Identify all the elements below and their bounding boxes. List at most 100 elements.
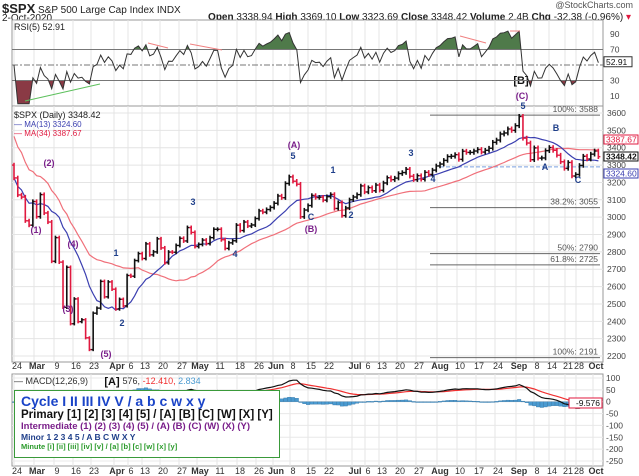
macd-histogram-bar <box>460 400 465 402</box>
price-bar <box>302 207 307 219</box>
x-tick-label: Aug <box>431 361 449 371</box>
x-tick-label: 17 <box>474 466 484 476</box>
macd-histogram-bar <box>415 401 420 403</box>
macd-histogram-bar <box>336 401 341 406</box>
down-triangle-icon: ▾ <box>625 12 631 23</box>
x-tick-label: 26 <box>254 466 264 476</box>
x-tick-label: 20 <box>158 361 168 371</box>
volume-value: 2.4B <box>508 12 529 23</box>
macd-histogram-bar <box>517 399 522 402</box>
macd-histogram-bar <box>411 401 416 403</box>
elliott-wave-legend: Cycle I II III IV V / a b c w x y Primar… <box>14 390 280 458</box>
rsi-tag-box <box>603 56 633 68</box>
price-bar <box>215 227 220 232</box>
macd-histogram-bar <box>536 401 540 408</box>
price-bar <box>294 178 299 187</box>
price-bar <box>536 145 541 161</box>
macd-histogram-bar <box>302 401 307 404</box>
x-tick-label: 27 <box>414 466 424 476</box>
price-bar <box>351 194 356 202</box>
price-bar <box>362 183 367 195</box>
macd-tick-label: -100 <box>606 420 623 430</box>
x-tick-label: 24 <box>12 466 22 476</box>
ma34-tag-box <box>603 134 639 145</box>
x-tick-label: 6 <box>128 361 133 371</box>
price-bar <box>404 166 409 175</box>
wave-label: (5) <box>101 349 112 359</box>
price-bar <box>411 173 416 182</box>
price-bar <box>366 185 371 195</box>
price-bar <box>494 137 499 145</box>
macd-histogram-bar <box>306 401 311 405</box>
price-bar <box>434 163 439 173</box>
price-bar <box>234 223 239 243</box>
price-bar <box>370 185 375 193</box>
open-label: Open <box>208 12 234 23</box>
price-bar <box>385 175 390 186</box>
x-tick-label: Apr <box>109 466 125 476</box>
price-bar <box>306 203 311 213</box>
price-bar <box>272 201 277 210</box>
price-bar <box>453 152 458 159</box>
price-bar <box>381 180 386 193</box>
price-bar <box>159 236 164 250</box>
price-bar <box>592 148 597 157</box>
price-bar <box>347 197 352 211</box>
macd-histogram-bar <box>358 401 363 403</box>
price-bar <box>355 192 360 200</box>
macd-histogram-bar <box>449 400 454 402</box>
price-bar <box>30 199 35 228</box>
macd-signal-value: -12.410, <box>143 376 179 386</box>
price-bar <box>475 147 480 154</box>
fib-label: 61.8%: 2725 <box>550 254 598 264</box>
price-bar <box>110 280 115 291</box>
price-bar <box>422 170 427 182</box>
price-bar <box>532 145 537 163</box>
wave-label: 3 <box>408 148 413 158</box>
x-tick-label: Jul <box>348 466 361 476</box>
x-tick-label: 27 <box>177 361 187 371</box>
chart-date: 2-Oct-2020 <box>2 13 53 24</box>
close-tag-box <box>603 151 639 162</box>
price-bar <box>91 311 96 352</box>
price-bar <box>87 336 92 352</box>
price-bar <box>298 181 303 219</box>
price-bar <box>585 153 590 162</box>
price-bar <box>400 170 405 176</box>
macd-histogram-bar <box>547 401 552 407</box>
index-name: S&P 500 Large Cap Index <box>38 5 155 16</box>
close-label: Close <box>400 12 429 23</box>
rsi-overbought-fill <box>14 31 599 50</box>
price-bar <box>324 194 329 203</box>
x-tick-label: Sep <box>511 361 528 371</box>
price-bar <box>76 297 81 324</box>
price-bar <box>49 219 54 264</box>
macd-tick-label: 50 <box>606 385 616 395</box>
price-bar <box>125 273 130 308</box>
macd-tick-label: -200 <box>606 444 623 454</box>
macd-histogram-bar <box>543 401 548 408</box>
macd-histogram-bar <box>464 400 469 402</box>
price-bar <box>392 175 397 182</box>
price-bar <box>253 216 258 228</box>
x-tick-label: 20 <box>395 466 405 476</box>
price-bar <box>268 205 273 212</box>
price-bar <box>502 130 507 137</box>
price-bar <box>170 250 175 255</box>
rsi-tag: 52.91 <box>606 57 628 67</box>
macd-histogram-bar <box>362 401 367 403</box>
x-tick-label: Aug <box>431 466 449 476</box>
price-bar <box>211 227 216 240</box>
price-bar <box>490 139 495 151</box>
price-bar <box>543 148 548 161</box>
price-legend-title: $SPX (Daily) 3348.42 <box>14 110 101 120</box>
x-tick-label: 24 <box>493 466 503 476</box>
macd-tick-label: -150 <box>606 432 623 442</box>
x-tick-label: Jun <box>268 361 284 371</box>
macd-histogram-bar <box>479 401 484 403</box>
x-tick-label: Oct <box>588 466 603 476</box>
rsi-divergence-line <box>189 43 223 51</box>
price-bar <box>12 162 16 181</box>
macd-histogram-bar <box>438 401 442 403</box>
